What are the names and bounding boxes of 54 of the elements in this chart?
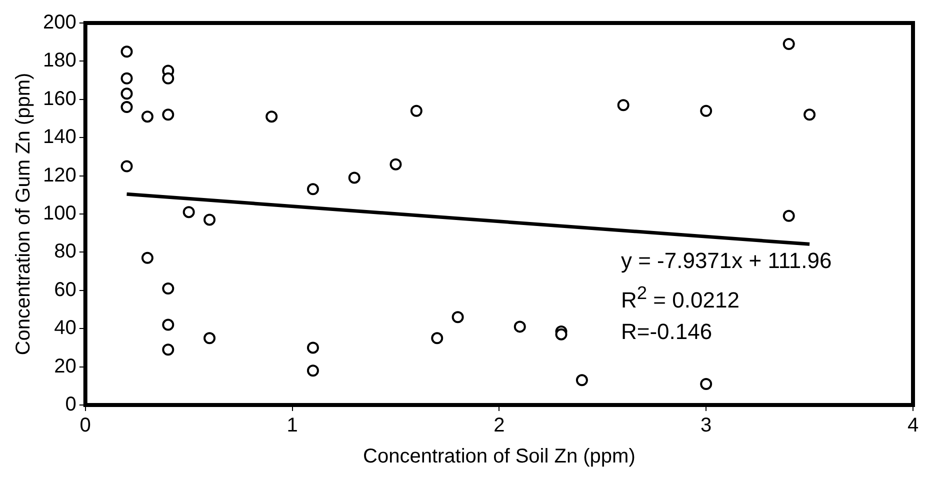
y-tick-label: 200 <box>42 12 76 34</box>
x-tick-label: 2 <box>494 414 505 437</box>
y-tick-label: 160 <box>42 88 76 110</box>
y-tick-label: 180 <box>42 50 76 72</box>
point <box>576 374 588 386</box>
point <box>617 99 630 112</box>
point <box>120 72 133 84</box>
point <box>306 183 319 196</box>
y-tick-label: 40 <box>54 317 76 340</box>
annotation: R=-0.146 <box>620 318 714 346</box>
y-tick-label: 60 <box>54 278 76 301</box>
point <box>162 108 174 121</box>
x-tick-label: 4 <box>907 414 919 437</box>
point <box>120 88 133 100</box>
point <box>452 311 464 324</box>
point <box>162 318 174 331</box>
point <box>162 72 174 84</box>
point <box>390 158 402 170</box>
point <box>782 38 795 50</box>
point <box>700 378 712 390</box>
y-axis-title: Concentration of Gum Zn (ppm) <box>12 72 35 356</box>
point <box>782 210 795 222</box>
annotation: R$^{2}$ = 0.0212 <box>620 280 740 314</box>
point <box>120 160 133 172</box>
point <box>804 108 816 121</box>
y-tick-label: 20 <box>54 355 76 378</box>
x-axis-title: Concentration of Soil Zn (ppm) <box>363 446 636 468</box>
y-tick-label: 0 <box>65 394 76 416</box>
point <box>162 282 174 294</box>
point <box>204 332 216 344</box>
point <box>306 364 319 377</box>
point <box>120 46 133 58</box>
point <box>141 252 154 264</box>
point <box>204 214 216 226</box>
x-tick-label: 3 <box>700 414 712 437</box>
point <box>348 172 360 184</box>
point <box>182 206 195 218</box>
point <box>431 332 444 344</box>
x-tick-label: 1 <box>286 414 298 437</box>
point <box>120 101 133 114</box>
point <box>410 104 422 117</box>
point <box>306 342 319 354</box>
point <box>141 110 154 123</box>
y-tick-label: 140 <box>42 126 76 148</box>
point <box>266 110 278 123</box>
point <box>162 344 174 356</box>
point <box>555 328 568 340</box>
x-tick-label: 0 <box>80 414 91 437</box>
point <box>700 104 712 117</box>
annotation: y = -7.9371x + 111.96 <box>620 246 832 275</box>
y-tick-label: 80 <box>54 240 76 263</box>
y-tick-label: 120 <box>42 164 76 186</box>
y-tick-label: 100 <box>42 202 76 225</box>
point <box>514 320 526 333</box>
